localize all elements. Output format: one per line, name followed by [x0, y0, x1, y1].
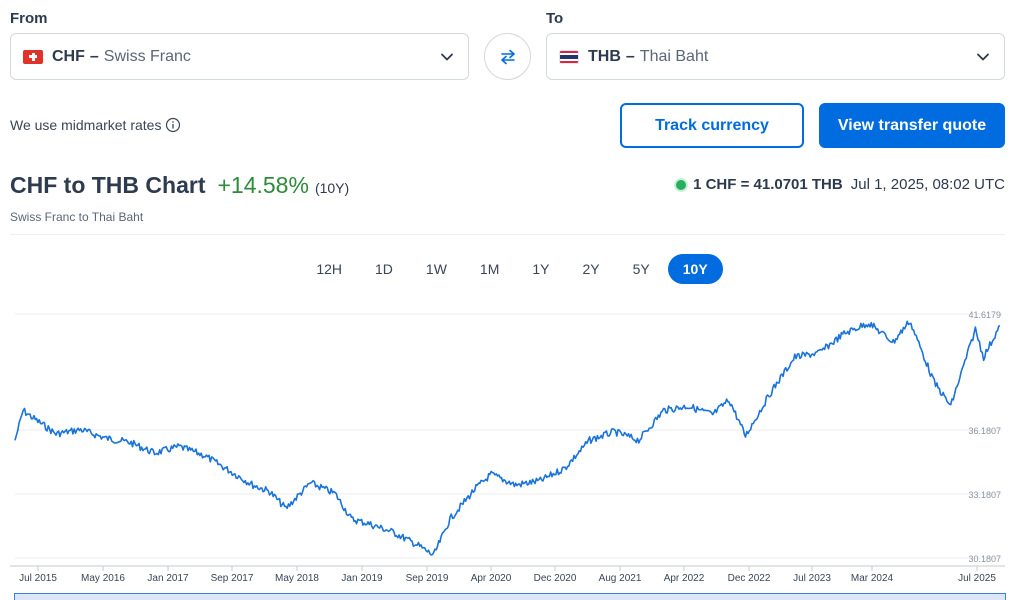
x-tick-label: Dec 2020 — [534, 573, 577, 584]
x-tick-label: May 2018 — [275, 573, 319, 584]
range-button-1w[interactable]: 1W — [425, 261, 447, 277]
to-currency-code: THB — [588, 47, 621, 65]
range-button-1d[interactable]: 1D — [375, 261, 393, 277]
chevron-down-icon — [977, 53, 989, 60]
chart-subtitle: Swiss Franc to Thai Baht — [10, 210, 144, 224]
rate-chart: 41.6179 36.1807 33.1807 30.1807 Jul 2015 May … — [0, 300, 1020, 600]
x-tick-label: Jul 2025 — [958, 573, 996, 584]
section-divider — [10, 234, 1005, 235]
time-range-selector: 12H 1D 1W 1M 1Y 2Y 5Y 10Y — [0, 254, 1020, 284]
midmarket-note: We use midmarket rates — [10, 117, 181, 133]
x-tick-label: Aug 2021 — [599, 573, 642, 584]
range-button-12h[interactable]: 12H — [316, 261, 343, 277]
y-tick-label: 33.1807 — [968, 490, 1001, 500]
midmarket-text: We use midmarket rates — [10, 117, 162, 133]
info-icon[interactable] — [165, 117, 181, 133]
chart-navigator-scrollbar[interactable] — [14, 593, 1006, 600]
x-tick-label: Mar 2024 — [851, 573, 894, 584]
range-button-5y[interactable]: 5Y — [632, 261, 650, 277]
x-tick-label: Sep 2019 — [406, 573, 449, 584]
percent-change: +14.58% — [217, 172, 309, 198]
change-period: (10Y) — [314, 180, 350, 196]
chevron-down-icon — [441, 53, 453, 60]
y-tick-label: 36.1807 — [968, 426, 1001, 436]
x-tick-label: Jan 2017 — [147, 573, 189, 584]
from-currency-separator: – — [89, 47, 99, 65]
from-label: From — [10, 10, 48, 27]
view-transfer-quote-button[interactable]: View transfer quote — [819, 103, 1005, 148]
live-indicator-icon — [676, 179, 687, 190]
x-tick-label: Jul 2023 — [793, 573, 831, 584]
to-currency-separator: – — [625, 47, 635, 65]
x-tick-label: Dec 2022 — [728, 573, 771, 584]
from-currency-select[interactable]: CHF – Swiss Franc — [10, 33, 469, 80]
x-tick-label: Jan 2019 — [341, 573, 383, 584]
y-tick-label: 30.1807 — [968, 554, 1001, 564]
to-currency-select[interactable]: THB – Thai Baht — [546, 33, 1005, 80]
range-button-1m[interactable]: 1M — [479, 261, 500, 277]
range-button-10y[interactable]: 10Y — [667, 254, 723, 284]
swiss-flag-icon — [23, 49, 43, 64]
x-tick-label: Jul 2015 — [19, 573, 57, 584]
to-label: To — [546, 10, 564, 27]
range-button-2y[interactable]: 2Y — [582, 261, 600, 277]
rate-timestamp: Jul 1, 2025, 08:02 UTC — [850, 176, 1005, 193]
thai-flag-icon — [559, 49, 579, 64]
live-rate: 1 CHF = 41.0701 THB Jul 1, 2025, 08:02 U… — [676, 176, 1005, 193]
x-tick-label: Sep 2017 — [211, 573, 254, 584]
from-currency-name: Swiss Franc — [103, 47, 191, 65]
x-tick-label: May 2016 — [81, 573, 125, 584]
to-currency-name: Thai Baht — [639, 47, 709, 65]
swap-currencies-button[interactable] — [484, 33, 531, 80]
range-button-1y[interactable]: 1Y — [532, 261, 550, 277]
chart-title-row: CHF to THB Chart +14.58% (10Y) — [10, 172, 349, 199]
rate-value: 1 CHF = 41.0701 THB — [693, 176, 843, 193]
chart-title: CHF to THB Chart — [10, 172, 206, 198]
x-tick-label: Apr 2022 — [664, 573, 705, 584]
x-tick-label: Apr 2020 — [471, 573, 512, 584]
swap-arrows-icon — [500, 49, 515, 64]
rate-chart-svg: 41.6179 36.1807 33.1807 30.1807 Jul 2015 May … — [10, 310, 1005, 584]
series-line-chf-thb[interactable] — [14, 320, 1001, 556]
track-currency-button[interactable]: Track currency — [620, 103, 804, 148]
y-tick-label: 41.6179 — [968, 310, 1001, 320]
from-currency-code: CHF — [52, 47, 85, 65]
